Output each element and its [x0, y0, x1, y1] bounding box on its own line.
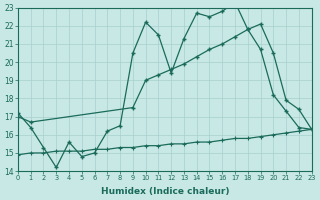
X-axis label: Humidex (Indice chaleur): Humidex (Indice chaleur) — [100, 187, 229, 196]
